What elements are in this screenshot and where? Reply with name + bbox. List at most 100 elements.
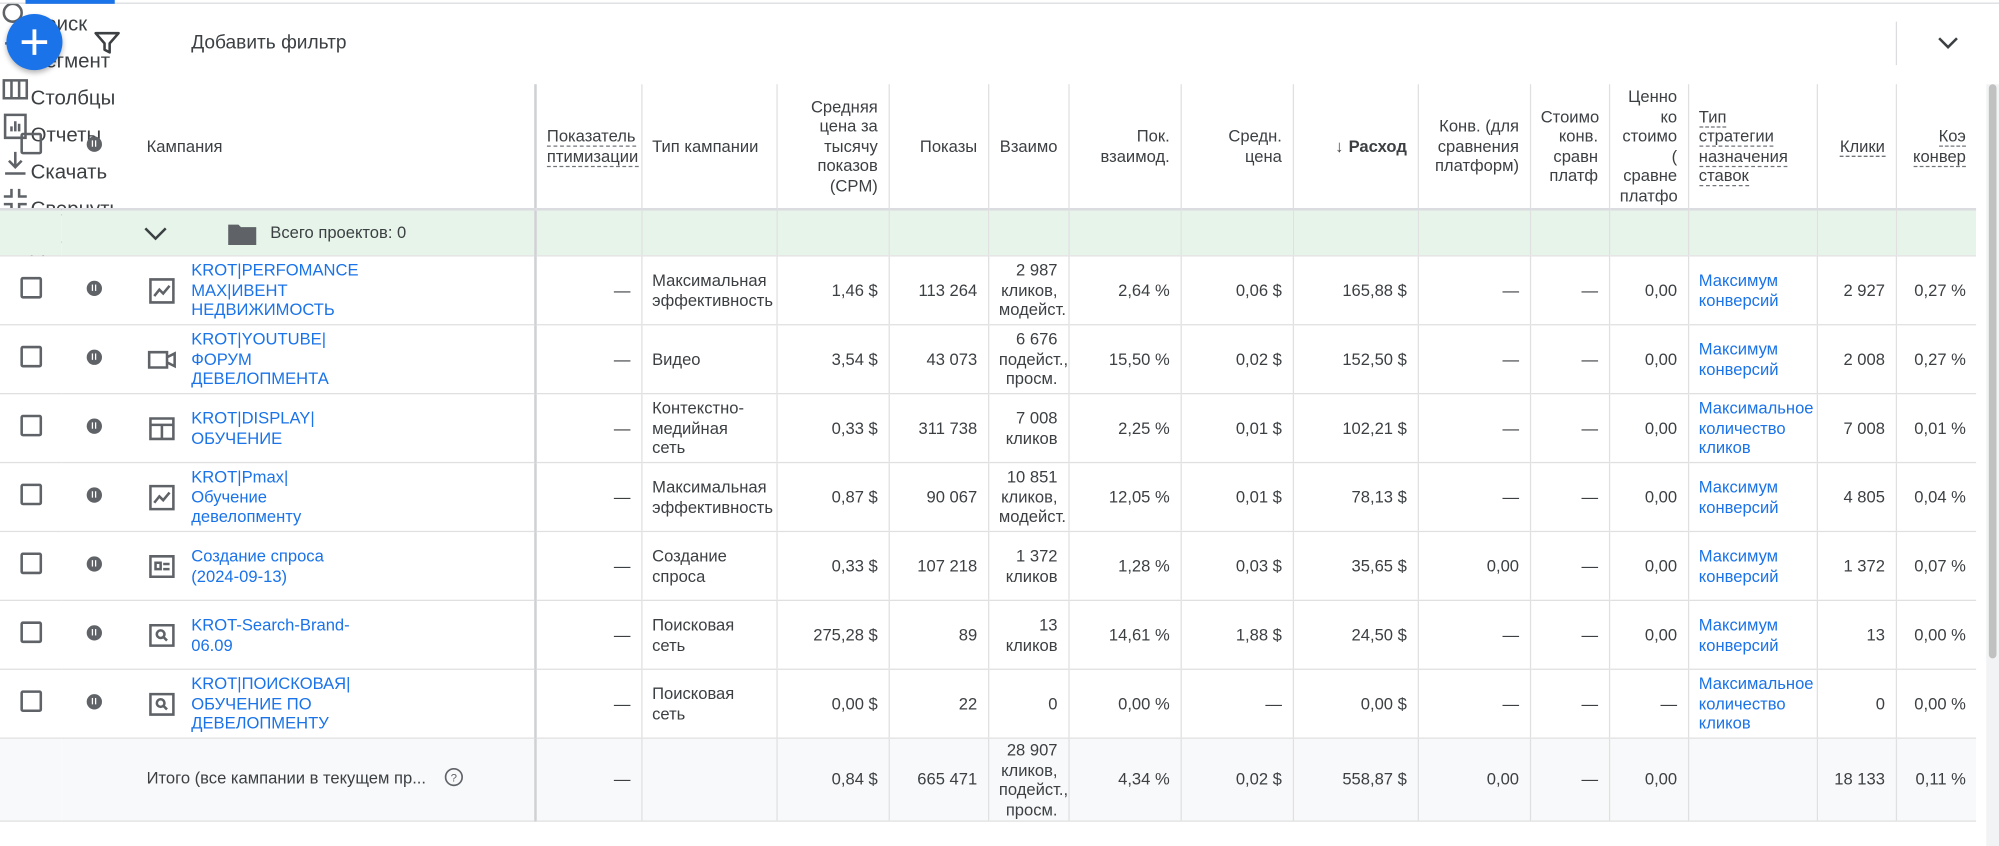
cell-value: 1,46 $ <box>831 280 878 300</box>
campaign: KROT|YOUTUBE| ФОРУМ ДЕВЕЛОПМЕНТА <box>147 330 524 389</box>
campaign-row: KROT|ПОИСКОВАЯ| ОБУЧЕНИЕ ПО ДЕВЕЛОПМЕНТУ… <box>0 669 1977 739</box>
strategy-link[interactable]: Максимум конверсий <box>1698 546 1779 586</box>
cell-value: 1 372 кликов <box>1005 546 1058 586</box>
cell: 0 <box>1816 669 1896 739</box>
cell: 102,21 $ <box>1292 393 1418 464</box>
column-header[interactable]: Конв. (для сравнения платформ) <box>1417 84 1530 211</box>
column-header[interactable]: Средн. цена <box>1179 84 1293 211</box>
column-header[interactable]: Средняя цена за тысячу показов (CPM) <box>775 84 889 211</box>
checkbox[interactable] <box>19 621 42 644</box>
cell-value: 0,33 $ <box>831 418 878 438</box>
cell: — <box>1608 669 1688 739</box>
column-header[interactable]: Кампания <box>127 84 536 211</box>
checkbox[interactable] <box>19 483 42 506</box>
column-header[interactable]: Клики <box>1816 84 1896 211</box>
cell-value: 4,34 % <box>1118 769 1170 789</box>
campaign-link[interactable]: Создание спроса (2024-09-13) <box>191 546 324 586</box>
checkbox[interactable] <box>19 415 42 437</box>
campaign-link[interactable]: KROT|YOUTUBE| ФОРУМ ДЕВЕЛОПМЕНТА <box>191 329 329 389</box>
chevron[interactable] <box>140 220 171 246</box>
cell-value: 13 кликов <box>1005 615 1058 654</box>
scrollbar[interactable] <box>1986 84 1999 846</box>
cell <box>0 255 62 326</box>
cell-value: 0,00 <box>1644 280 1678 300</box>
column-header[interactable]: Пок. взаимод. <box>1067 84 1181 211</box>
status-icon[interactable] <box>86 280 102 296</box>
strategy-link[interactable]: Максимум конверсий <box>1698 270 1779 310</box>
cell-value: Создание спроса <box>652 546 727 586</box>
strategy-link[interactable]: Максимальное количество кликов <box>1698 398 1814 458</box>
column-header[interactable]: Стоимо конв. сравн платф <box>1529 84 1609 211</box>
status-icon[interactable] <box>86 418 102 434</box>
strategy-link[interactable]: Максимум конверсий <box>1698 615 1779 654</box>
campaign-link[interactable]: KROT|Pmax|Обучение девелопменту <box>191 467 302 527</box>
header-label: Средняя цена за тысячу показов (CPM) <box>810 96 878 195</box>
cell: 28 907 кликов, подейст., просм. <box>987 738 1069 822</box>
column-header[interactable]: Тип кампании <box>640 84 777 211</box>
column-header[interactable]: Показы <box>887 84 989 211</box>
column-header[interactable]: Коэ конвер <box>1895 84 1977 211</box>
column-header[interactable]: Ценно ко стоимо ( сравне платфо <box>1608 84 1688 211</box>
strategy-link[interactable]: Максимум конверсий <box>1698 477 1779 517</box>
expand-icon[interactable] <box>1935 33 1960 53</box>
status-icon[interactable] <box>86 487 102 503</box>
header-row: Кампания Показатель птимизации Тип кампани… <box>0 84 1977 211</box>
cell-value: 15,50 % <box>1108 349 1170 369</box>
column-header[interactable]: Тип стратегии назначения ставок <box>1687 84 1817 211</box>
column-header[interactable]: ↓ Расход <box>1292 84 1418 211</box>
cell-value: Поисковая сеть <box>652 683 735 723</box>
header-label: Кампания <box>146 136 223 156</box>
cell: 7 008 <box>1816 393 1896 464</box>
campaign-link[interactable]: KROT|PERFOMANCE MAX|ИВЕНТ НЕДВИЖИМОСТЬ <box>191 260 359 320</box>
checkbox[interactable] <box>19 552 42 575</box>
cell-value: 0,11 % <box>1915 769 1966 789</box>
icon <box>149 416 175 440</box>
help-icon[interactable]: ? <box>444 767 464 792</box>
status-icon[interactable] <box>86 349 102 365</box>
campaign-link[interactable]: KROT|ПОИСКОВАЯ| ОБУЧЕНИЕ ПО ДЕВЕЛОПМЕНТУ <box>191 674 351 733</box>
add-filter[interactable]: Добавить фильтр <box>191 31 347 54</box>
cell: 78,13 $ <box>1292 462 1418 533</box>
add-button[interactable] <box>6 14 63 71</box>
status-icon[interactable] <box>86 624 102 641</box>
help[interactable]: ? <box>444 767 464 787</box>
cell-value: — <box>613 349 631 369</box>
cell: 1 372 кликов <box>987 531 1069 601</box>
scroll-thumb[interactable] <box>1988 84 1997 659</box>
cell: 165,88 $ <box>1292 255 1418 326</box>
checkbox[interactable] <box>19 277 42 299</box>
column-header[interactable]: Показатель птимизации <box>534 84 642 211</box>
cell: 6 676 подейст., просм. <box>987 324 1069 395</box>
cell: 4,34 % <box>1067 738 1181 822</box>
campaign-link[interactable]: KROT|DISPLAY| ОБУЧЕНИЕ <box>191 408 315 448</box>
icon <box>149 484 175 510</box>
strategy-link[interactable]: Максимум конверсий <box>1698 339 1779 379</box>
header-label: Расход <box>1348 136 1407 156</box>
cell: 2 008 <box>1816 324 1896 395</box>
cell: 12,05 % <box>1067 462 1181 533</box>
cell: 275,28 $ <box>775 600 889 670</box>
cell: 3,54 $ <box>775 324 889 395</box>
cell: Максимальная эффективность <box>640 462 777 533</box>
status-icon[interactable] <box>86 693 102 710</box>
strategy-link[interactable]: Максимальное количество кликов <box>1698 674 1814 733</box>
cell-value: 311 738 <box>918 418 978 438</box>
checkbox[interactable] <box>19 690 42 713</box>
cell[interactable]: Всего проектов: 0 <box>61 209 536 257</box>
campaign-link[interactable]: KROT-Search-Brand-06.09 <box>191 615 350 654</box>
status-icon[interactable] <box>86 556 102 572</box>
checkbox[interactable] <box>19 133 42 155</box>
cell: — <box>534 738 642 822</box>
column-header[interactable]: Взаимо <box>987 84 1069 211</box>
cell: — <box>1529 462 1609 533</box>
cell-value: 2 987 кликов, модейст. <box>998 260 1066 320</box>
checkbox[interactable] <box>19 346 42 368</box>
filter-icon[interactable] <box>92 28 123 59</box>
cell: 1,46 $ <box>775 255 889 326</box>
cell-value: 7 008 кликов <box>1005 408 1058 448</box>
cell <box>61 255 128 326</box>
plus-icon <box>21 29 48 55</box>
cell: 0 <box>987 669 1069 739</box>
campaign: KROT-Search-Brand-06.09 <box>147 615 524 655</box>
